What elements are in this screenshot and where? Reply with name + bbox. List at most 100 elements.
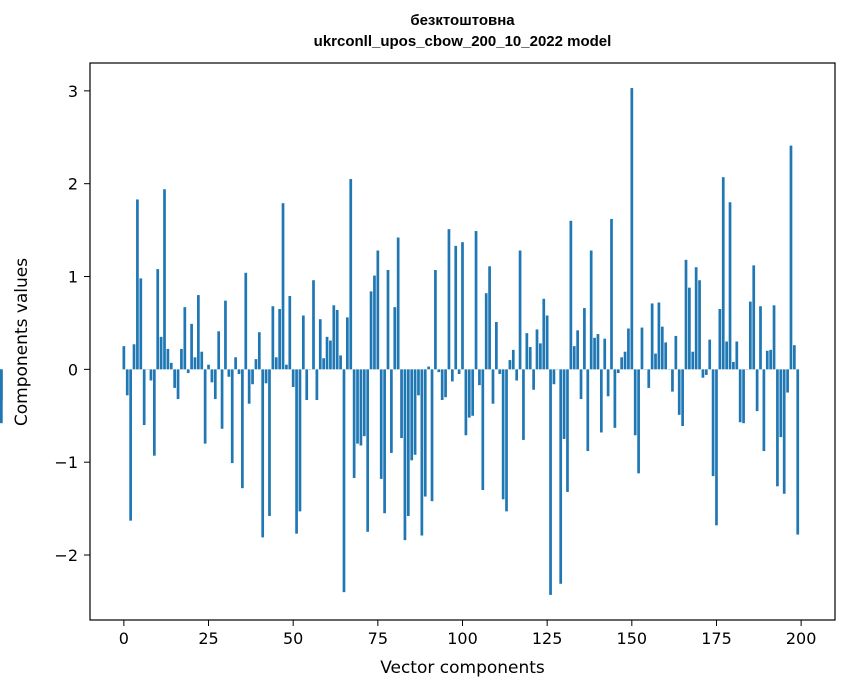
y-tick-label: 1 bbox=[68, 268, 78, 287]
bar-79 bbox=[390, 369, 393, 453]
bar-94 bbox=[440, 369, 444, 400]
bar-70 bbox=[359, 369, 363, 446]
bar-166 bbox=[684, 259, 688, 370]
bar-101 bbox=[464, 369, 468, 436]
bar-137 bbox=[586, 369, 590, 452]
bar-81 bbox=[396, 237, 400, 370]
bar-63 bbox=[335, 309, 339, 370]
bar-148 bbox=[623, 351, 627, 370]
x-tick-label: 75 bbox=[368, 629, 388, 648]
bar-192 bbox=[772, 305, 776, 370]
bar-108 bbox=[488, 266, 491, 370]
bar-77 bbox=[383, 369, 386, 514]
bar-124 bbox=[542, 298, 546, 370]
bar-60 bbox=[325, 336, 329, 370]
bar-87 bbox=[417, 369, 420, 396]
bar-97 bbox=[450, 369, 454, 382]
bar-129 bbox=[559, 369, 563, 584]
bar-199 bbox=[796, 369, 800, 535]
bar-107 bbox=[484, 293, 488, 370]
bar-53 bbox=[301, 315, 305, 370]
bar-38 bbox=[251, 369, 254, 385]
bar-37 bbox=[247, 369, 251, 404]
bar-179 bbox=[728, 202, 732, 370]
bar-89 bbox=[423, 369, 427, 497]
bar-49 bbox=[288, 296, 292, 370]
bar-3 bbox=[132, 344, 136, 370]
bar-123 bbox=[539, 343, 542, 370]
bar-155 bbox=[647, 369, 651, 388]
bar-171 bbox=[701, 369, 705, 378]
bar-189 bbox=[762, 369, 766, 452]
bar-187 bbox=[755, 369, 759, 412]
bar-190 bbox=[765, 350, 769, 370]
bar-33 bbox=[234, 357, 237, 370]
bar-121 bbox=[532, 369, 535, 390]
x-tick-label: 100 bbox=[447, 629, 478, 648]
bar-56 bbox=[312, 280, 315, 370]
bar-18 bbox=[183, 307, 187, 370]
bar-27 bbox=[213, 369, 217, 400]
bar-127 bbox=[552, 369, 556, 385]
bar-25 bbox=[207, 364, 210, 370]
bar-104 bbox=[474, 231, 478, 370]
y-tick-label: −2 bbox=[54, 546, 78, 565]
x-axis-label: Vector components bbox=[380, 658, 545, 678]
bar-8 bbox=[149, 369, 153, 381]
bar-163 bbox=[674, 335, 678, 370]
bar-1 bbox=[125, 369, 129, 396]
bar-198 bbox=[793, 345, 796, 370]
bar-160 bbox=[664, 342, 668, 370]
bar-131 bbox=[566, 369, 569, 492]
bar-170 bbox=[698, 280, 701, 370]
bar-150 bbox=[630, 88, 634, 370]
x-tick-label: 125 bbox=[532, 629, 563, 648]
bar-11 bbox=[159, 336, 163, 370]
y-tick-label: 2 bbox=[68, 175, 78, 194]
bar-26 bbox=[210, 369, 214, 383]
bar-45 bbox=[274, 357, 278, 370]
bar-6 bbox=[142, 369, 146, 426]
bar-103 bbox=[471, 369, 475, 416]
bar-196 bbox=[786, 369, 789, 393]
bar-22 bbox=[197, 295, 200, 370]
bar-84 bbox=[406, 369, 410, 517]
bar-99 bbox=[457, 369, 461, 374]
bar-182 bbox=[738, 369, 742, 423]
bar-2 bbox=[129, 369, 132, 521]
bar-119 bbox=[525, 333, 529, 370]
bar-undefined bbox=[0, 369, 3, 424]
bar-57 bbox=[315, 369, 319, 400]
bar-173 bbox=[708, 339, 712, 370]
bar-147 bbox=[620, 357, 624, 370]
bar-110 bbox=[495, 322, 498, 370]
bar-92 bbox=[434, 270, 437, 370]
bar-186 bbox=[752, 265, 756, 370]
bar-85 bbox=[410, 369, 414, 461]
bar-96 bbox=[447, 229, 451, 370]
y-tick-label: −1 bbox=[54, 453, 78, 472]
bar-172 bbox=[704, 369, 708, 375]
bar-149 bbox=[627, 328, 630, 370]
bar-46 bbox=[278, 309, 281, 370]
bar-9 bbox=[152, 369, 156, 456]
bar-4 bbox=[136, 199, 139, 370]
bar-32 bbox=[230, 369, 234, 464]
bar-66 bbox=[346, 317, 349, 370]
bar-67 bbox=[349, 179, 353, 370]
bar-59 bbox=[322, 358, 326, 370]
x-tick-label: 0 bbox=[119, 629, 129, 648]
bar-48 bbox=[285, 364, 288, 370]
bar-118 bbox=[522, 369, 525, 440]
bar-158 bbox=[657, 302, 661, 370]
bar-176 bbox=[718, 309, 722, 370]
bar-16 bbox=[176, 369, 180, 400]
bar-174 bbox=[711, 369, 715, 477]
bar-51 bbox=[295, 369, 298, 534]
y-tick-label: 3 bbox=[68, 82, 78, 101]
bar-106 bbox=[481, 369, 485, 491]
bar-100 bbox=[461, 242, 464, 370]
bar-41 bbox=[261, 369, 265, 538]
bar-62 bbox=[332, 305, 336, 370]
bar-143 bbox=[606, 369, 610, 397]
